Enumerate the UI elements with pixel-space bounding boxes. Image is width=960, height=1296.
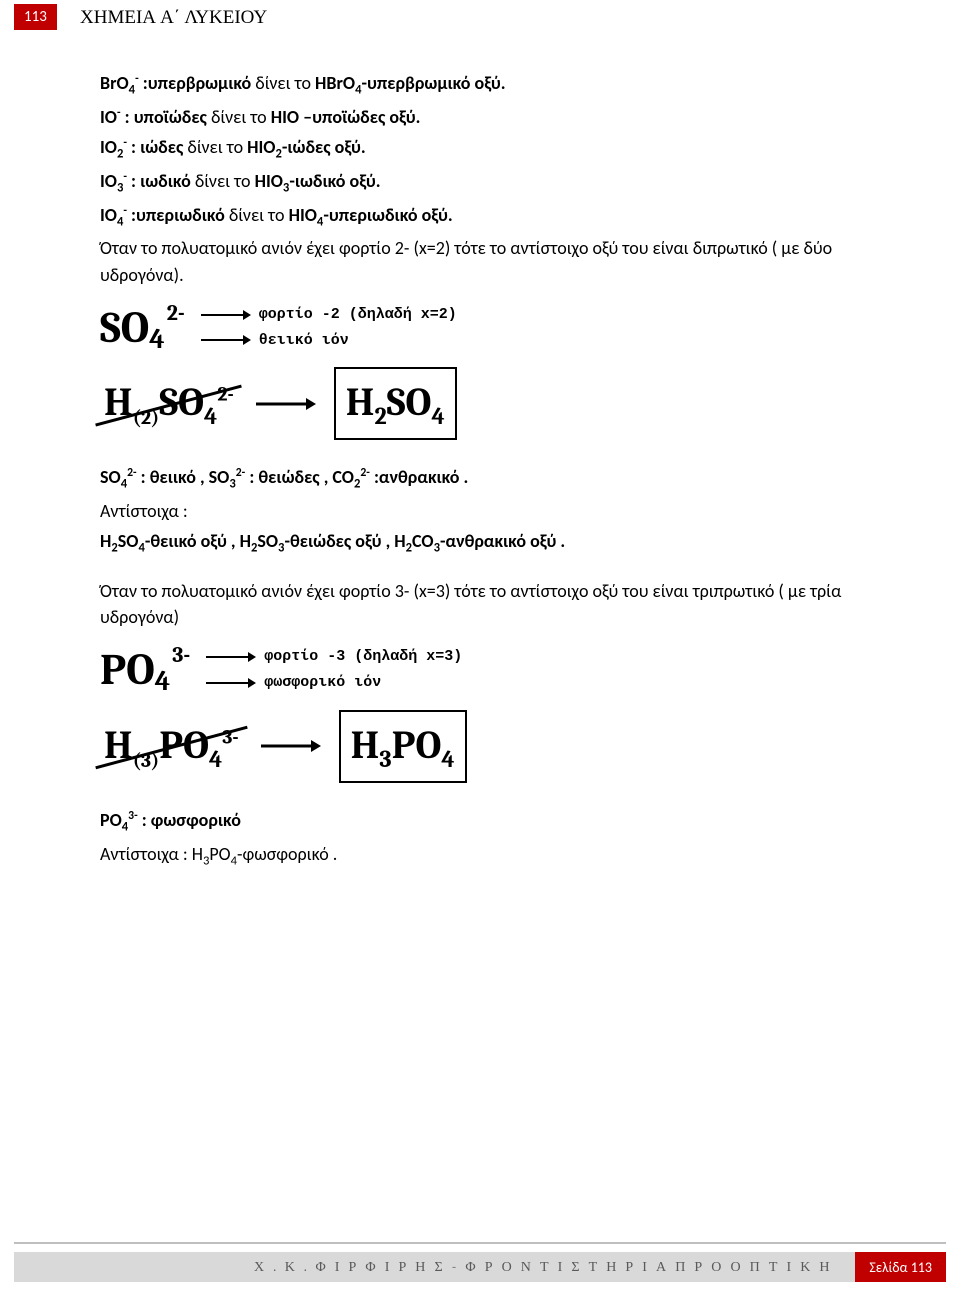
label-sulfate-ion: θειικό ιόν (259, 330, 349, 352)
formula-strikethrough-po4: H(3)PO43- (100, 716, 243, 777)
label-charge-2: φορτίο -2 (δηλαδή x=2) (259, 304, 457, 326)
main-content: BrO4- :υπερβρωμικό δίνει το HBrO4-υπερβρ… (100, 70, 860, 875)
line-io2: IO2- : ιώδες δίνει το ΗΙΟ2-ιώδες οξύ. (100, 134, 860, 164)
arrow-right-icon (201, 308, 251, 322)
footer-author: Χ . Κ . Φ Ι Ρ Φ Ι Ρ Η Σ - Φ Ρ Ο Ν Τ Ι Σ … (14, 1252, 855, 1282)
footer-page-label: Σελίδα 113 (855, 1252, 946, 1282)
arrow-right-icon (256, 396, 316, 412)
arrow-right-icon (206, 676, 256, 690)
acid-hbro4: HBrO4-υπερβρωμικό οξύ. (315, 72, 506, 94)
line-bro4: BrO4- :υπερβρωμικό δίνει το HBrO4-υπερβρ… (100, 70, 860, 100)
label-phosphate-ion: φωσφορικό ιόν (264, 672, 381, 694)
ion-bro4: BrO4- :υπερβρωμικό (100, 72, 251, 94)
arrow-right-icon (206, 650, 256, 664)
formula-po4-ion: PO43- (100, 638, 190, 702)
ion-list-2-line3: Η2SO4-θειικό οξύ , Η2SO3-θειώδες οξύ , Η… (100, 528, 860, 558)
arrow-right-icon (201, 333, 251, 347)
ion-list-3-line1: PO43- : φωσφορικό (100, 807, 860, 837)
ion-list-2-line2: Αντίστοιχα : (100, 498, 860, 524)
ion-list-3-line2: Αντίστοιχα : Η3PO4-φωσφορικό . (100, 841, 860, 871)
para-diprotic: Όταν το πολυατομικό ανιόν έχει φορτίο 2-… (100, 235, 860, 287)
line-io3: IO3- : ιωδικό δίνει το ΗΙΟ3-ιωδικό οξύ. (100, 168, 860, 198)
ion-list-2-line1: SO42- : θειικό , SO32- : θειώδες , CO22-… (100, 464, 860, 494)
footer-bar: Χ . Κ . Φ Ι Ρ Φ Ι Ρ Η Σ - Φ Ρ Ο Ν Τ Ι Σ … (14, 1252, 946, 1282)
line-io4: IO4- :υπεριωδικό δίνει το ΗΙΟ4-υπεριωδικ… (100, 202, 860, 232)
formula-so4-ion: SO42- (100, 296, 185, 360)
label-charge-3: φορτίο -3 (δηλαδή x=3) (264, 646, 462, 668)
page-header-title: ΧΗΜΕΙΑ Α΄ ΛΥΚΕΙΟΥ (80, 6, 267, 29)
page-number-tab: 113 (14, 4, 57, 30)
line-io: IO- : υποϊώδες δίνει το ΗΙΟ –υποϊώδες οξ… (100, 104, 860, 130)
formula-h2so4-box: H2SO4 (334, 367, 457, 440)
para-triprotic: Όταν το πολυατομικό ανιόν έχει φορτίο 3-… (100, 578, 860, 630)
diagram-po4: PO43- φορτίο -3 (δηλαδή x=3) φωσφορικό ι… (100, 638, 860, 783)
footer-divider (14, 1242, 946, 1244)
diagram-so4: SO42- φορτίο -2 (δηλαδή x=2) θειικό ιόν … (100, 296, 860, 441)
formula-h3po4-box: H3PO4 (339, 710, 467, 783)
arrow-right-icon (261, 738, 321, 754)
formula-strikethrough-so4: H(2)SO42- (100, 373, 238, 434)
